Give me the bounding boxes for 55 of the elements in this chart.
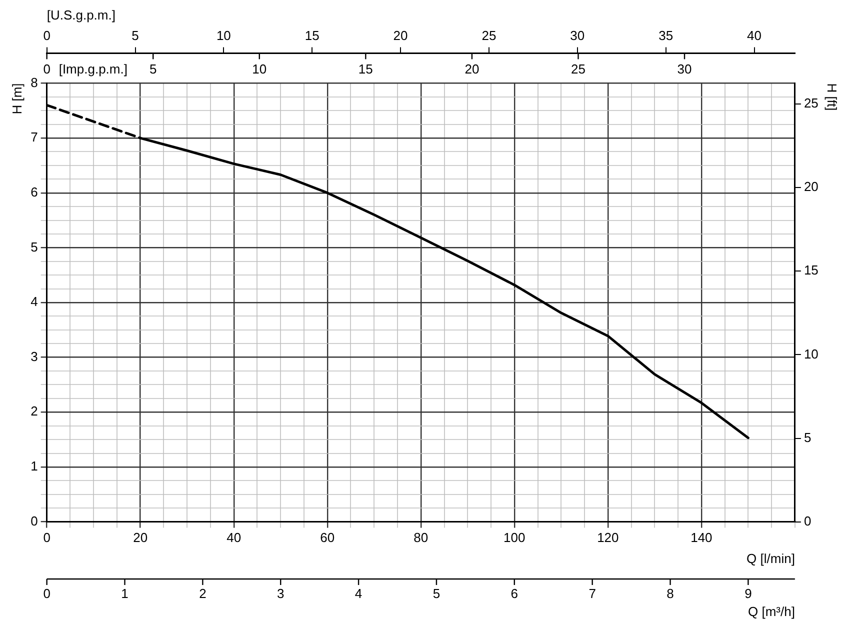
x2-tick-label: 0	[43, 28, 50, 43]
text: 0	[43, 586, 50, 602]
x2-tick-label: 10	[216, 28, 231, 43]
x-tick-label: 80	[414, 530, 428, 546]
text: 2	[199, 586, 206, 602]
text: 6	[510, 586, 518, 602]
y-axis-title: H [m]	[9, 83, 24, 114]
text: [Imp.g.p.m.]	[58, 61, 128, 76]
y2-tick-label: 10	[804, 346, 818, 362]
x-tick-label: 0	[43, 530, 50, 546]
x-tick-label: 20	[133, 530, 148, 546]
x2-tick-label: 20	[393, 28, 408, 43]
text: Q [m³/h]	[748, 604, 795, 620]
y-tick-label: 6	[30, 184, 38, 200]
x-tick-label: 100	[504, 530, 526, 546]
y2-tick-label: 0	[804, 513, 812, 528]
x2-tick-label: 25	[482, 28, 496, 43]
x-axis-title: Q [l/min]	[746, 550, 795, 566]
y-tick-label: 7	[30, 130, 38, 145]
y-tick-label: 4	[30, 294, 38, 310]
text: 5	[149, 61, 157, 76]
text: 25	[571, 61, 586, 76]
text: 8	[666, 586, 674, 602]
x2-tick-label: 40	[747, 28, 762, 43]
x-tick-label: 60	[320, 530, 335, 546]
x2-tick-label: 15	[304, 28, 320, 43]
y2-tick-label: 25	[804, 96, 818, 111]
x2-tick-label: 35	[658, 28, 674, 43]
y-tick-label: 0	[30, 513, 38, 528]
y2-tick-label: 15	[804, 262, 818, 278]
x-tick-label: 120	[597, 530, 619, 546]
text: 4	[354, 586, 362, 602]
text: 30	[677, 61, 692, 76]
text: 7	[588, 586, 596, 602]
x-tick-label: 140	[690, 530, 712, 546]
text: 5	[432, 586, 440, 602]
x2-tick-label: 5	[132, 28, 139, 43]
y2-tick-label: 5	[804, 430, 812, 445]
text: 0	[43, 61, 50, 76]
y-tick-label: 8	[30, 74, 38, 90]
text: 10	[252, 61, 267, 76]
y-tick-label: 3	[30, 348, 38, 364]
y2-tick-label: 20	[804, 179, 818, 194]
y2-axis-title: H [ft]	[824, 83, 840, 111]
text: 20	[464, 61, 480, 76]
x-tick-label: 40	[226, 530, 242, 546]
y-tick-label: 5	[30, 239, 38, 254]
y-tick-label: 1	[30, 458, 38, 474]
y-tick-label: 2	[30, 404, 38, 419]
text: 9	[744, 586, 752, 602]
text: 1	[121, 586, 128, 602]
text: 3	[276, 586, 284, 602]
x2-axis-title: [U.S.g.p.m.]	[46, 7, 116, 22]
x2-tick-label: 30	[570, 28, 585, 43]
text: 15	[358, 61, 373, 76]
